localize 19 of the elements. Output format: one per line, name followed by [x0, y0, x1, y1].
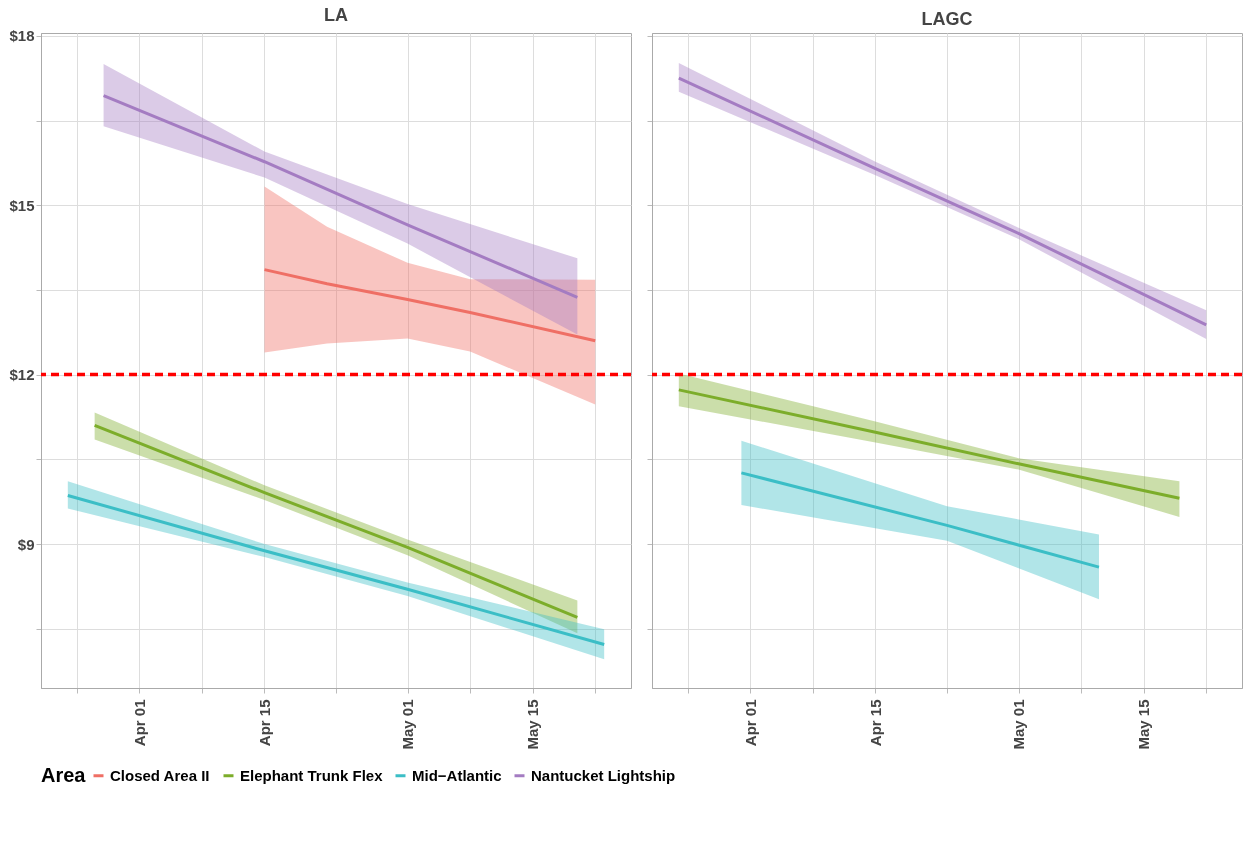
y-tick-label: $15	[9, 196, 35, 214]
x-tick-label: Apr 15	[866, 699, 884, 747]
legend-label: Mid−Atlantic	[412, 766, 502, 784]
x-tick-label: Apr 01	[741, 699, 759, 747]
legend-label: Elephant Trunk Flex	[240, 766, 384, 784]
legend-label: Closed Area II	[110, 766, 210, 784]
y-tick-label: $12	[9, 366, 35, 384]
legend-label: Nantucket Lightship	[531, 766, 676, 784]
legend-title: Area	[41, 764, 87, 786]
y-tick-label: $9	[17, 535, 35, 553]
y-tick-label: $18	[9, 27, 35, 45]
x-tick-label: May 01	[399, 699, 417, 750]
x-tick-label: May 15	[524, 699, 542, 750]
chart-title: LAGC	[921, 9, 973, 29]
x-tick-label: Apr 15	[255, 699, 273, 747]
x-tick-label: Apr 01	[130, 699, 148, 747]
x-tick-label: May 01	[1010, 699, 1028, 750]
x-tick-label: May 15	[1135, 699, 1153, 750]
chart-title: LA	[324, 4, 348, 25]
